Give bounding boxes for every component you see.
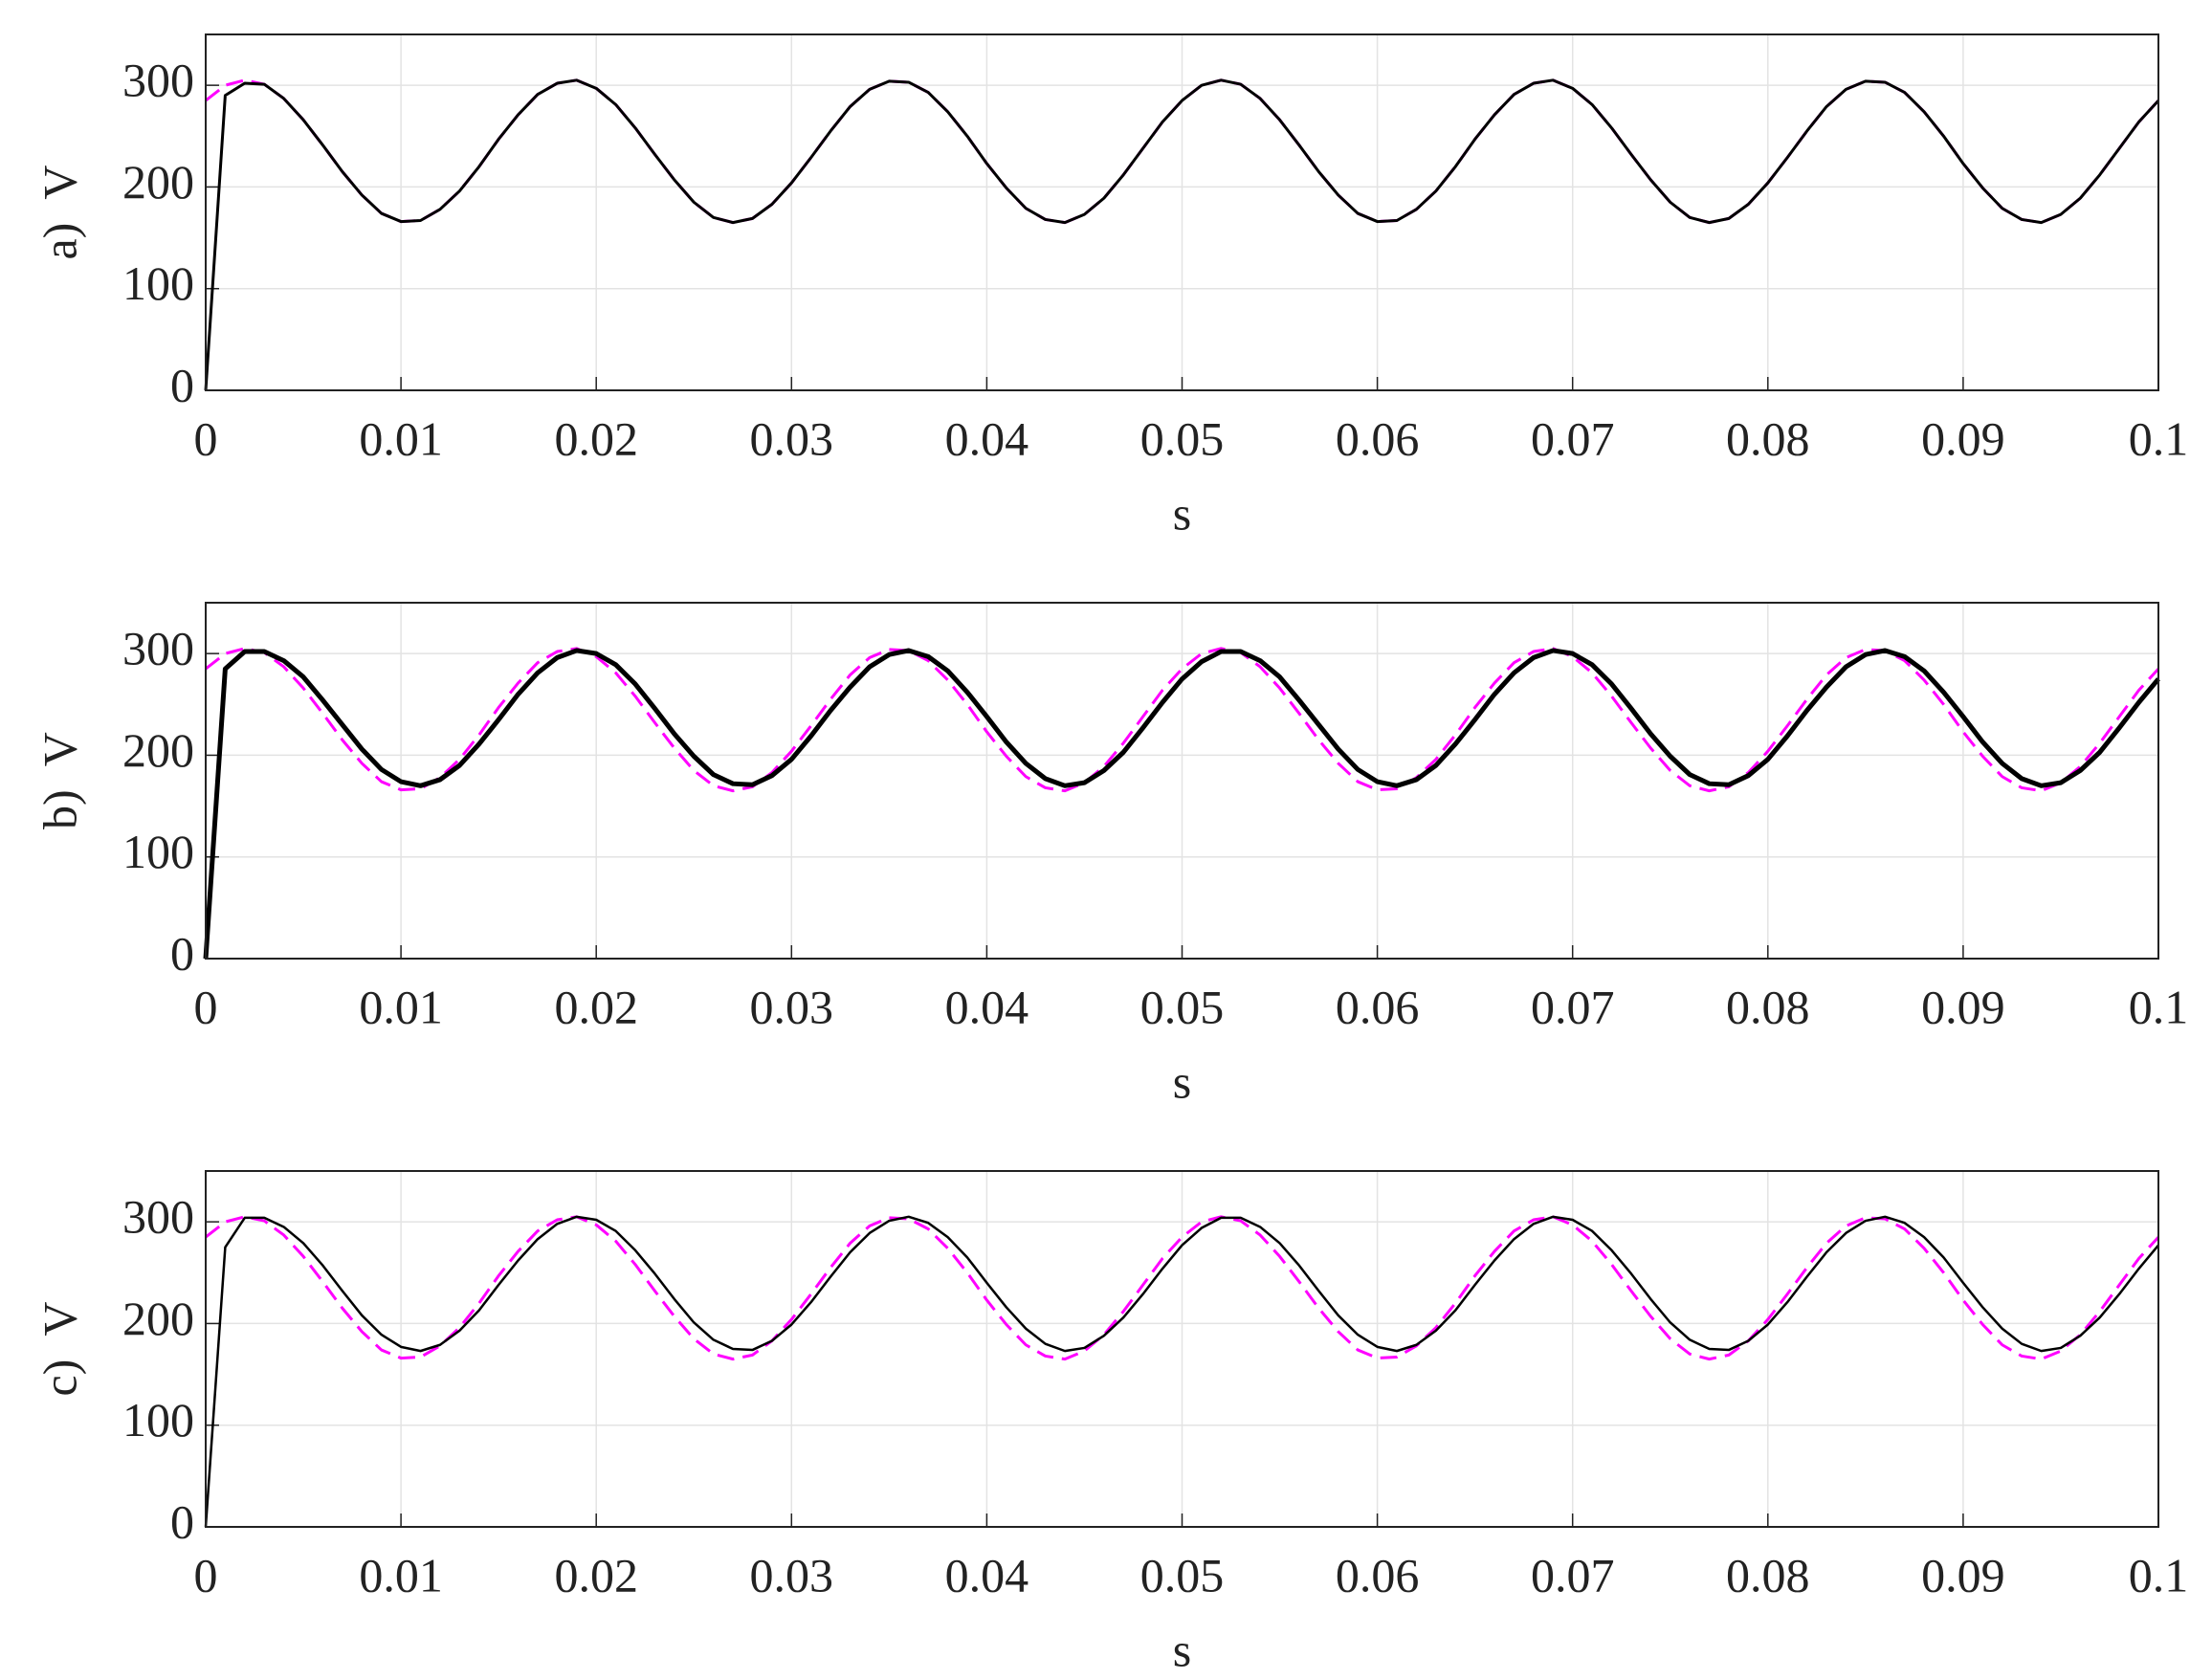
x-tick-label: 0.06 <box>1336 411 1420 465</box>
axes-box <box>205 602 2159 960</box>
x-tick-label: 0.1 <box>2129 411 2189 465</box>
x-tick-label: 0.05 <box>1140 411 1225 465</box>
y-axis-label: a) V <box>33 165 86 259</box>
y-tick-label: 300 <box>122 54 194 107</box>
y-tick-label: 0 <box>170 926 194 980</box>
x-tick-label: 0 <box>194 1548 218 1602</box>
x-tick-label: 0.09 <box>1921 411 2005 465</box>
y-tick-label: 200 <box>122 723 194 777</box>
axes-box <box>205 1170 2159 1528</box>
x-tick-label: 0.06 <box>1336 1548 1420 1602</box>
x-axis-label: s <box>1173 486 1191 540</box>
x-tick-label: 0.06 <box>1336 980 1420 1033</box>
x-tick-label: 0 <box>194 980 218 1033</box>
x-tick-label: 0.08 <box>1726 1548 1810 1602</box>
x-tick-label: 0.09 <box>1921 980 2005 1033</box>
x-tick-label: 0.05 <box>1140 1548 1225 1602</box>
y-tick-label: 0 <box>170 358 194 411</box>
x-axis-label: s <box>1173 1054 1191 1108</box>
data-line <box>203 648 2160 960</box>
y-tick-label: 300 <box>122 1190 194 1244</box>
x-tick-label: 0 <box>194 411 218 465</box>
x-tick-label: 0.01 <box>359 980 443 1033</box>
x-tick-label: 0.02 <box>554 1548 638 1602</box>
x-tick-label: 0.1 <box>2129 1548 2189 1602</box>
y-tick-label: 300 <box>122 622 194 675</box>
x-tick-label: 0.08 <box>1726 411 1810 465</box>
y-tick-label: 0 <box>170 1494 194 1548</box>
y-tick-label: 200 <box>122 155 194 209</box>
x-axis-label: s <box>1173 1623 1191 1676</box>
x-tick-label: 0.07 <box>1531 411 1615 465</box>
data-line <box>205 1215 2160 1361</box>
x-tick-label: 0.03 <box>750 980 834 1033</box>
y-axis-label: b) V <box>33 732 86 829</box>
x-tick-label: 0.02 <box>554 980 638 1033</box>
x-tick-label: 0.09 <box>1921 1548 2005 1602</box>
x-tick-label: 0.01 <box>359 1548 443 1602</box>
x-tick-label: 0.03 <box>750 1548 834 1602</box>
y-tick-label: 100 <box>122 825 194 878</box>
x-tick-label: 0.05 <box>1140 980 1225 1033</box>
x-tick-label: 0.04 <box>945 980 1029 1033</box>
x-tick-label: 0.04 <box>945 1548 1029 1602</box>
x-tick-label: 0.07 <box>1531 980 1615 1033</box>
y-tick-label: 200 <box>122 1292 194 1345</box>
x-tick-label: 0.04 <box>945 411 1029 465</box>
y-tick-label: 100 <box>122 1393 194 1447</box>
x-tick-label: 0.1 <box>2129 980 2189 1033</box>
x-tick-label: 0.03 <box>750 411 834 465</box>
y-axis-label: c) V <box>33 1301 86 1396</box>
x-tick-label: 0.07 <box>1531 1548 1615 1602</box>
x-tick-label: 0.02 <box>554 411 638 465</box>
y-tick-label: 100 <box>122 256 194 310</box>
x-tick-label: 0.08 <box>1726 980 1810 1033</box>
data-line <box>205 647 2160 793</box>
axes-box <box>205 33 2159 391</box>
data-line <box>204 1215 2159 1528</box>
x-tick-label: 0.01 <box>359 411 443 465</box>
data-line <box>204 78 2160 391</box>
